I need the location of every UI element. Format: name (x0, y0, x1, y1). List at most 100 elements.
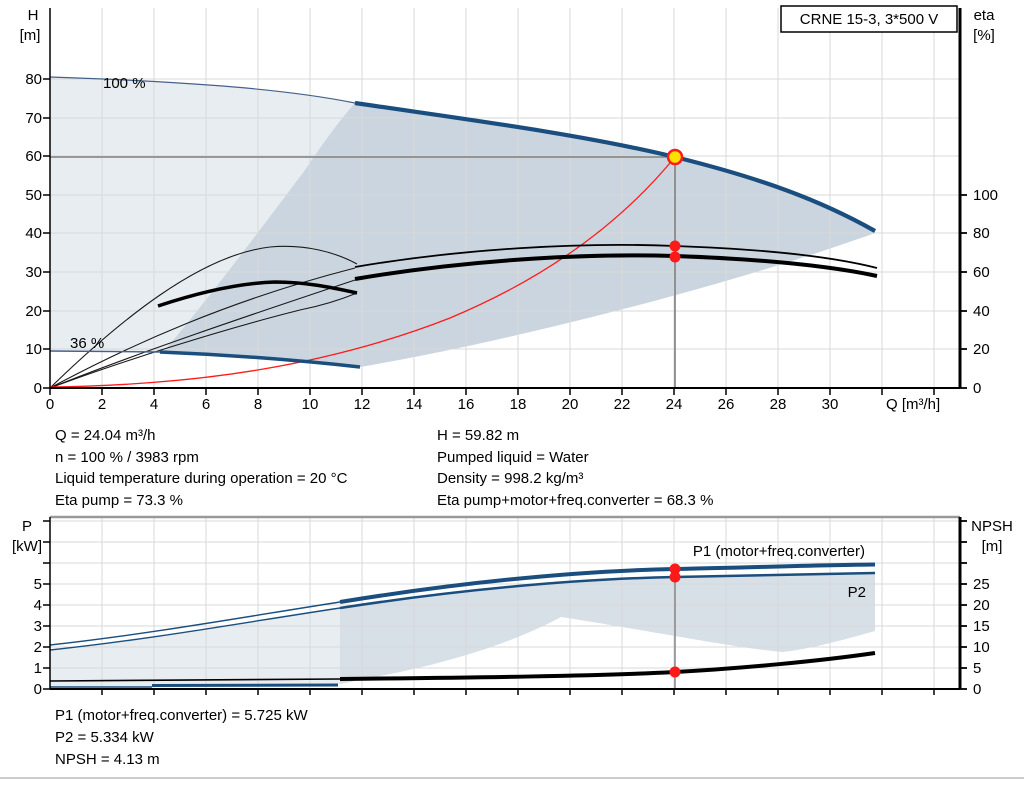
h-curve-100pct (354, 100, 877, 233)
svg-text:16: 16 (458, 396, 475, 413)
svg-text:4: 4 (150, 396, 158, 413)
svg-text:14: 14 (406, 396, 423, 413)
svg-text:3: 3 (34, 618, 42, 635)
svg-text:60: 60 (25, 148, 42, 165)
result-eta-total: Eta pump+motor+freq.converter = 68.3 % (437, 492, 713, 509)
qh-y-axis-title: H (28, 7, 39, 24)
npsh-curve (339, 651, 876, 681)
p1-curve-thin (49, 601, 341, 646)
duty-results-top: Q = 24.04 m³/h n = 100 % / 3983 rpm Liqu… (55, 427, 713, 509)
speed-36-label: 36 % (70, 335, 104, 352)
svg-text:4: 4 (34, 597, 42, 614)
result-npsh: NPSH = 4.13 m (55, 751, 160, 768)
svg-text:80: 80 (973, 225, 990, 242)
speed-100-label: 100 % (103, 75, 146, 92)
qh-y-axis-unit: [m] (20, 27, 41, 44)
qh-region-full-speed-range (50, 77, 875, 367)
svg-text:70: 70 (25, 110, 42, 127)
duty-point-marker[interactable] (666, 148, 684, 166)
result-q: Q = 24.04 m³/h (55, 427, 155, 444)
svg-text:100: 100 (973, 187, 998, 204)
svg-text:18: 18 (510, 396, 527, 413)
affinity-curve (49, 156, 676, 388)
p2-duty-dot (669, 571, 681, 583)
svg-text:40: 40 (973, 303, 990, 320)
p2-curve-label: P2 (848, 584, 866, 601)
eta-total-curve (354, 253, 878, 281)
svg-text:20: 20 (25, 303, 42, 320)
svg-text:2: 2 (34, 639, 42, 656)
svg-text:60: 60 (973, 264, 990, 281)
eta-tick-labels: 0 20 40 60 80 100 (973, 187, 998, 397)
eta-fan-curves (49, 245, 358, 389)
eta-pump-curve (354, 244, 878, 269)
npsh-tick-labels: 0 5 10 15 20 25 (973, 576, 990, 698)
p2-curve-thin (49, 607, 341, 651)
svg-text:28: 28 (770, 396, 787, 413)
svg-text:80: 80 (25, 71, 42, 88)
qh-axes (43, 8, 967, 395)
svg-text:8: 8 (254, 396, 262, 413)
qh-x-axis-title: Q [m³/h] (886, 396, 940, 413)
qh-region-duty-envelope (163, 103, 875, 367)
result-density: Density = 998.2 kg/m³ (437, 470, 583, 487)
svg-text:2: 2 (98, 396, 106, 413)
svg-text:10: 10 (302, 396, 319, 413)
power-axes (43, 517, 967, 695)
eta-reduced-speed-curve (157, 280, 358, 308)
p1-curve (339, 562, 876, 604)
svg-text:10: 10 (25, 341, 42, 358)
svg-text:26: 26 (718, 396, 735, 413)
result-p2: P2 = 5.334 kW (55, 729, 155, 746)
qh-chart: 0 10 20 30 40 50 60 70 80 0 2 4 6 8 10 1… (20, 5, 998, 413)
svg-text:15: 15 (973, 618, 990, 635)
svg-text:20: 20 (973, 597, 990, 614)
svg-text:22: 22 (614, 396, 631, 413)
svg-text:10: 10 (973, 639, 990, 656)
svg-text:20: 20 (562, 396, 579, 413)
result-h: H = 59.82 m (437, 427, 519, 444)
qh-grid (50, 8, 960, 388)
svg-text:0: 0 (973, 681, 981, 698)
qh-y-tick-labels: 0 10 20 30 40 50 60 70 80 (25, 71, 42, 397)
svg-text:1: 1 (34, 660, 42, 677)
p-min-speed (151, 683, 339, 687)
qh-x-tick-labels: 0 2 4 6 8 10 12 14 16 18 20 22 24 26 28 … (46, 396, 839, 413)
eta-axis-unit: [%] (973, 27, 995, 44)
result-liquid-temp: Liquid temperature during operation = 20… (55, 470, 348, 487)
chart-title-box: CRNE 15-3, 3*500 V (780, 5, 958, 33)
power-grid (50, 517, 960, 689)
chart-title: CRNE 15-3, 3*500 V (800, 11, 938, 28)
svg-text:30: 30 (25, 264, 42, 281)
eta-pump-duty-dot (669, 240, 681, 252)
svg-text:12: 12 (354, 396, 371, 413)
result-p1: P1 (motor+freq.converter) = 5.725 kW (55, 707, 308, 724)
svg-text:24: 24 (666, 396, 683, 413)
svg-text:0: 0 (34, 681, 42, 698)
svg-text:40: 40 (25, 225, 42, 242)
h-curve-36pct-thin (49, 350, 161, 353)
svg-text:0: 0 (46, 396, 54, 413)
power-region-envelope (340, 573, 875, 684)
p1-curve-label: P1 (motor+freq.converter) (693, 543, 865, 560)
result-eta-pump: Eta pump = 73.3 % (55, 492, 183, 509)
svg-text:0: 0 (973, 380, 981, 397)
svg-text:25: 25 (973, 576, 990, 593)
svg-text:5: 5 (34, 576, 42, 593)
result-n: n = 100 % / 3983 rpm (55, 449, 199, 466)
p2-curve (339, 571, 876, 610)
npsh-curve-thin (49, 678, 341, 682)
svg-text:6: 6 (202, 396, 210, 413)
power-npsh-chart: 0 1 2 3 4 5 0 5 10 15 20 25 P [kW] NPSH … (12, 515, 1013, 698)
npsh-duty-dot (669, 666, 681, 678)
npsh-axis-title: NPSH (971, 518, 1013, 535)
duty-crosshair (50, 156, 676, 388)
result-pumped-liquid: Pumped liquid = Water (437, 449, 589, 466)
svg-text:50: 50 (25, 187, 42, 204)
eta-total-duty-dot (669, 251, 681, 263)
svg-text:5: 5 (973, 660, 981, 677)
h-curve-36pct (159, 350, 361, 369)
svg-text:0: 0 (34, 380, 42, 397)
